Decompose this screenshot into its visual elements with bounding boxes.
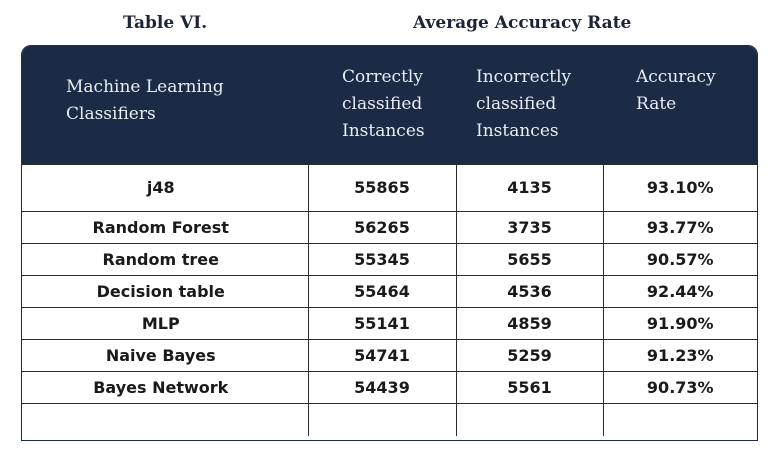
cell-incorrect: 4536	[456, 275, 604, 308]
table-number: Table VI.	[123, 13, 208, 33]
header-incorrect: Incorrectly classified Instances	[456, 46, 603, 164]
header-accuracy: Accuracy Rate	[603, 46, 757, 164]
cell-incorrect: 4135	[456, 163, 604, 212]
cell-accuracy: 90.73%	[603, 371, 757, 404]
cell-incorrect: 5259	[456, 339, 604, 372]
cell-incorrect: 4859	[456, 307, 604, 340]
cell-accuracy: 90.57%	[603, 243, 757, 276]
cell-correct: 54741	[308, 339, 457, 372]
cell-incorrect: 5655	[456, 243, 604, 276]
cell-correct: 55464	[308, 275, 457, 308]
cell-correct: 55141	[308, 307, 457, 340]
cell-classifier: Random Forest	[22, 211, 309, 244]
table-row: j48 55865 4135 93.10%	[22, 163, 757, 212]
cell-classifier: Decision table	[22, 275, 309, 308]
cell-accuracy: 91.90%	[603, 307, 757, 340]
table-row: Random Forest 56265 3735 93.77%	[22, 211, 757, 244]
cell-accuracy: 92.44%	[603, 275, 757, 308]
cell-accuracy: 93.10%	[603, 163, 757, 212]
cell-classifier: MLP	[22, 307, 309, 340]
header-correct: Correctly classified Instances	[308, 46, 456, 164]
header-classifier: Machine Learning Classifiers	[22, 46, 308, 164]
table-row: Random tree 55345 5655 90.57%	[22, 243, 757, 276]
table-row: Bayes Network 54439 5561 90.73%	[22, 371, 757, 404]
cell-incorrect: 3735	[456, 211, 604, 244]
empty-cell	[308, 403, 457, 436]
table-row: Naive Bayes 54741 5259 91.23%	[22, 339, 757, 372]
table-body: j48 55865 4135 93.10% Random Forest 5626…	[22, 163, 757, 436]
table-row: Decision table 55464 4536 92.44%	[22, 275, 757, 308]
results-table: Machine Learning Classifiers Correctly c…	[22, 46, 757, 436]
empty-cell	[456, 403, 604, 436]
table-row: MLP 55141 4859 91.90%	[22, 307, 757, 340]
cell-correct: 54439	[308, 371, 457, 404]
cell-incorrect: 5561	[456, 371, 604, 404]
accuracy-table: Machine Learning Classifiers Correctly c…	[21, 45, 758, 441]
empty-cell	[603, 403, 757, 436]
header-row: Machine Learning Classifiers Correctly c…	[22, 46, 757, 164]
cell-classifier: Naive Bayes	[22, 339, 309, 372]
cell-accuracy: 91.23%	[603, 339, 757, 372]
cell-classifier: Random tree	[22, 243, 309, 276]
cell-correct: 55865	[308, 163, 457, 212]
cell-correct: 56265	[308, 211, 457, 244]
cell-accuracy: 93.77%	[603, 211, 757, 244]
empty-cell	[22, 403, 309, 436]
cell-correct: 55345	[308, 243, 457, 276]
empty-row	[22, 403, 757, 436]
table-title: Average Accuracy Rate	[413, 13, 632, 33]
cell-classifier: Bayes Network	[22, 371, 309, 404]
table-header: Machine Learning Classifiers Correctly c…	[22, 46, 757, 164]
cell-classifier: j48	[22, 163, 309, 212]
